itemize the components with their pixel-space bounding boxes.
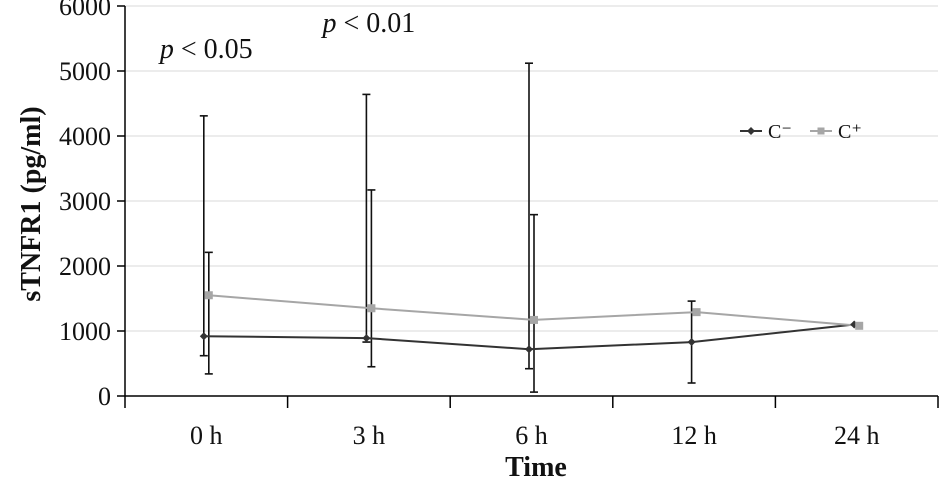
data-point bbox=[687, 338, 696, 347]
annotations: p < 0.05p < 0.01 bbox=[158, 8, 415, 65]
data-point bbox=[855, 321, 864, 330]
annotation-p: p bbox=[321, 8, 337, 39]
data-point bbox=[204, 291, 213, 300]
y-tick-label: 4000 bbox=[59, 122, 111, 151]
legend: C⁻ C⁺ bbox=[740, 121, 862, 143]
annotation-text: < 0.01 bbox=[337, 8, 416, 39]
data-point bbox=[367, 304, 376, 313]
y-tick-label: 3000 bbox=[59, 187, 111, 216]
annotation-p: p bbox=[158, 34, 174, 65]
data-point bbox=[692, 308, 701, 317]
annotation: p < 0.05 bbox=[158, 34, 253, 65]
data-point bbox=[530, 315, 538, 324]
data-point bbox=[199, 332, 208, 341]
data-point bbox=[362, 334, 371, 343]
y-axis-title: sTNFR1 (pg/ml) bbox=[16, 106, 47, 301]
x-tick-label: 0 h bbox=[190, 421, 223, 450]
x-tick-label: 12 h bbox=[671, 421, 717, 450]
legend-label: C⁺ bbox=[838, 121, 862, 143]
x-tick-label: 3 h bbox=[353, 421, 386, 450]
x-axis-ticks: 0 h 3 h 6 h 12 h 24 h bbox=[124, 396, 939, 450]
series-markers bbox=[199, 291, 864, 354]
y-axis-ticks: 0 1000 2000 3000 4000 5000 6000 bbox=[59, 0, 125, 411]
annotation-text: < 0.05 bbox=[174, 34, 253, 65]
y-tick-label: 6000 bbox=[59, 0, 111, 21]
data-point bbox=[525, 345, 533, 354]
x-tick-label: 6 h bbox=[515, 421, 548, 450]
legend-label: C⁻ bbox=[768, 121, 792, 143]
y-tick-label: 0 bbox=[98, 382, 111, 411]
legend-swatch-marker bbox=[747, 127, 755, 135]
x-axis-title: Time bbox=[505, 452, 567, 480]
y-tick-label: 2000 bbox=[59, 252, 111, 281]
legend-swatch-marker bbox=[817, 127, 825, 135]
annotation: p < 0.01 bbox=[321, 8, 416, 39]
y-tick-label: 5000 bbox=[59, 57, 111, 86]
y-tick-label: 1000 bbox=[59, 317, 111, 346]
x-tick-label: 24 h bbox=[834, 421, 880, 450]
